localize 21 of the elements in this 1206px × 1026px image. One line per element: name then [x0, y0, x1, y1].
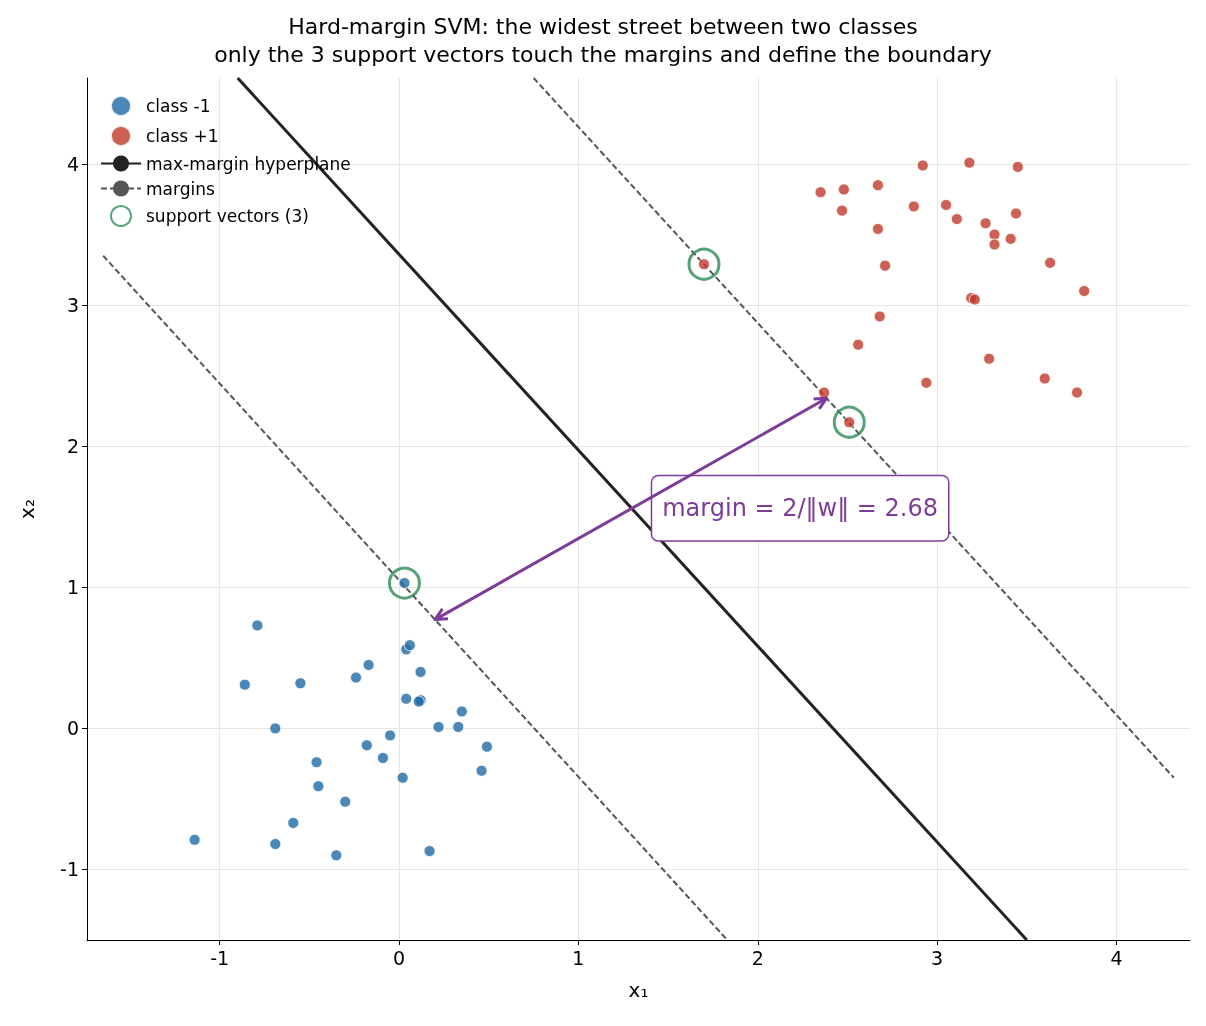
x-axis-title: x₁ — [628, 978, 649, 1002]
y-tick-label: 2 — [66, 435, 79, 458]
y-tick-label: 1 — [66, 576, 79, 599]
x-tick-label: 3 — [931, 946, 944, 969]
y-axis-title: x₂ — [15, 499, 39, 519]
chart-subtitle: only the 3 support vectors touch the margins and define the boundary — [214, 41, 992, 67]
y-tick-label: -1 — [60, 858, 79, 881]
legend-label: support vectors (3) — [146, 206, 309, 226]
x-tick-label: -1 — [210, 946, 230, 969]
y-tick-label: 4 — [66, 153, 79, 176]
x-tick-label: 1 — [572, 946, 585, 969]
y-tick-label: 0 — [66, 717, 79, 740]
chart-title: Hard-margin SVM: the widest street between two classes — [288, 13, 918, 39]
x-tick-label: 4 — [1110, 946, 1123, 969]
legend-label: margins — [146, 178, 215, 199]
annotation: margin = 2/‖w‖ = 2.68 — [662, 494, 939, 523]
x-tick-label: 0 — [393, 946, 406, 969]
legend-label: class -1 — [146, 96, 211, 116]
x-tick-label: 2 — [751, 946, 764, 969]
y-tick-label: 3 — [66, 294, 79, 317]
legend-label: class +1 — [146, 126, 219, 146]
